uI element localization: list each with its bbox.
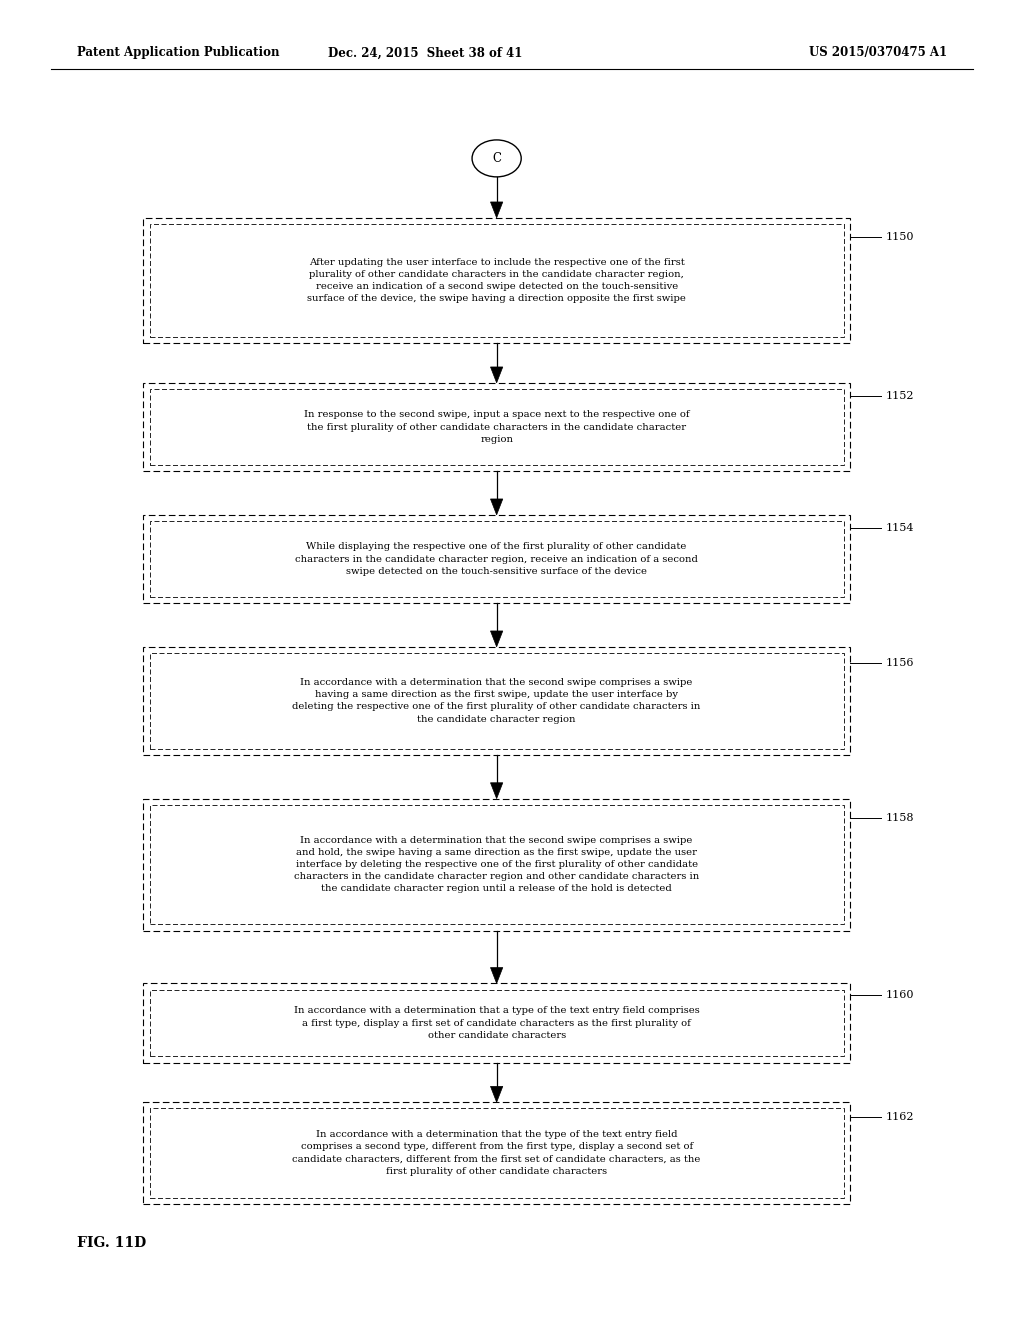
Point [874,987,887,1003]
Bar [150,805,844,924]
Polygon shape [490,968,503,983]
Polygon shape [490,202,503,218]
Point [490,169,503,185]
Bar [143,515,850,603]
Text: In response to the second swipe, input a space next to the respective one of
the: In response to the second swipe, input a… [304,411,689,444]
Point [490,965,503,981]
Text: Patent Application Publication: Patent Application Publication [77,46,280,59]
Bar [150,1109,844,1197]
Polygon shape [490,499,503,515]
Text: FIG. 11D: FIG. 11D [77,1237,146,1250]
Bar [150,389,844,465]
Point [844,655,856,671]
Point [844,987,856,1003]
Text: After updating the user interface to include the respective one of the first
plu: After updating the user interface to inc… [307,257,686,304]
Point [874,520,887,536]
Point [874,810,887,826]
Bar [150,224,844,337]
Polygon shape [490,631,503,647]
Polygon shape [490,1086,503,1102]
Bar [150,653,844,748]
Point [490,364,503,380]
Point [490,496,503,512]
Text: In accordance with a determination that the second swipe comprises a swipe
and h: In accordance with a determination that … [294,836,699,894]
Text: In accordance with a determination that the second swipe comprises a swipe
havin: In accordance with a determination that … [293,678,700,723]
Point [490,1084,503,1100]
Bar [143,983,850,1063]
Text: 1162: 1162 [886,1113,914,1122]
Text: 1158: 1158 [886,813,914,824]
Bar [150,521,844,597]
Text: 1150: 1150 [886,231,914,242]
Point [844,520,856,536]
Text: 1152: 1152 [886,391,914,401]
Point [844,388,856,404]
Bar [143,218,850,343]
Point [874,388,887,404]
Point [844,1110,856,1126]
Bar [143,647,850,755]
Polygon shape [490,367,503,383]
Point [490,1055,503,1071]
Point [490,628,503,644]
Point [844,810,856,826]
Point [490,463,503,479]
Text: US 2015/0370475 A1: US 2015/0370475 A1 [809,46,947,59]
Point [490,747,503,763]
Text: In accordance with a determination that a type of the text entry field comprises: In accordance with a determination that … [294,1006,699,1040]
Point [874,655,887,671]
Point [490,780,503,796]
Text: 1154: 1154 [886,523,914,533]
Text: While displaying the respective one of the first plurality of other candidate
ch: While displaying the respective one of t… [295,543,698,576]
Text: 1156: 1156 [886,659,914,668]
Point [490,199,503,215]
Point [490,335,503,351]
Text: In accordance with a determination that the type of the text entry field
compris: In accordance with a determination that … [293,1130,700,1176]
Point [844,228,856,244]
Text: Dec. 24, 2015  Sheet 38 of 41: Dec. 24, 2015 Sheet 38 of 41 [328,46,522,59]
Text: C: C [493,152,501,165]
Point [490,923,503,939]
Bar [143,383,850,471]
Bar [143,799,850,931]
Point [874,228,887,244]
Point [490,595,503,611]
Bar [150,990,844,1056]
Text: 1160: 1160 [886,990,914,1001]
Bar [143,1102,850,1204]
Point [874,1110,887,1126]
Polygon shape [490,783,503,799]
